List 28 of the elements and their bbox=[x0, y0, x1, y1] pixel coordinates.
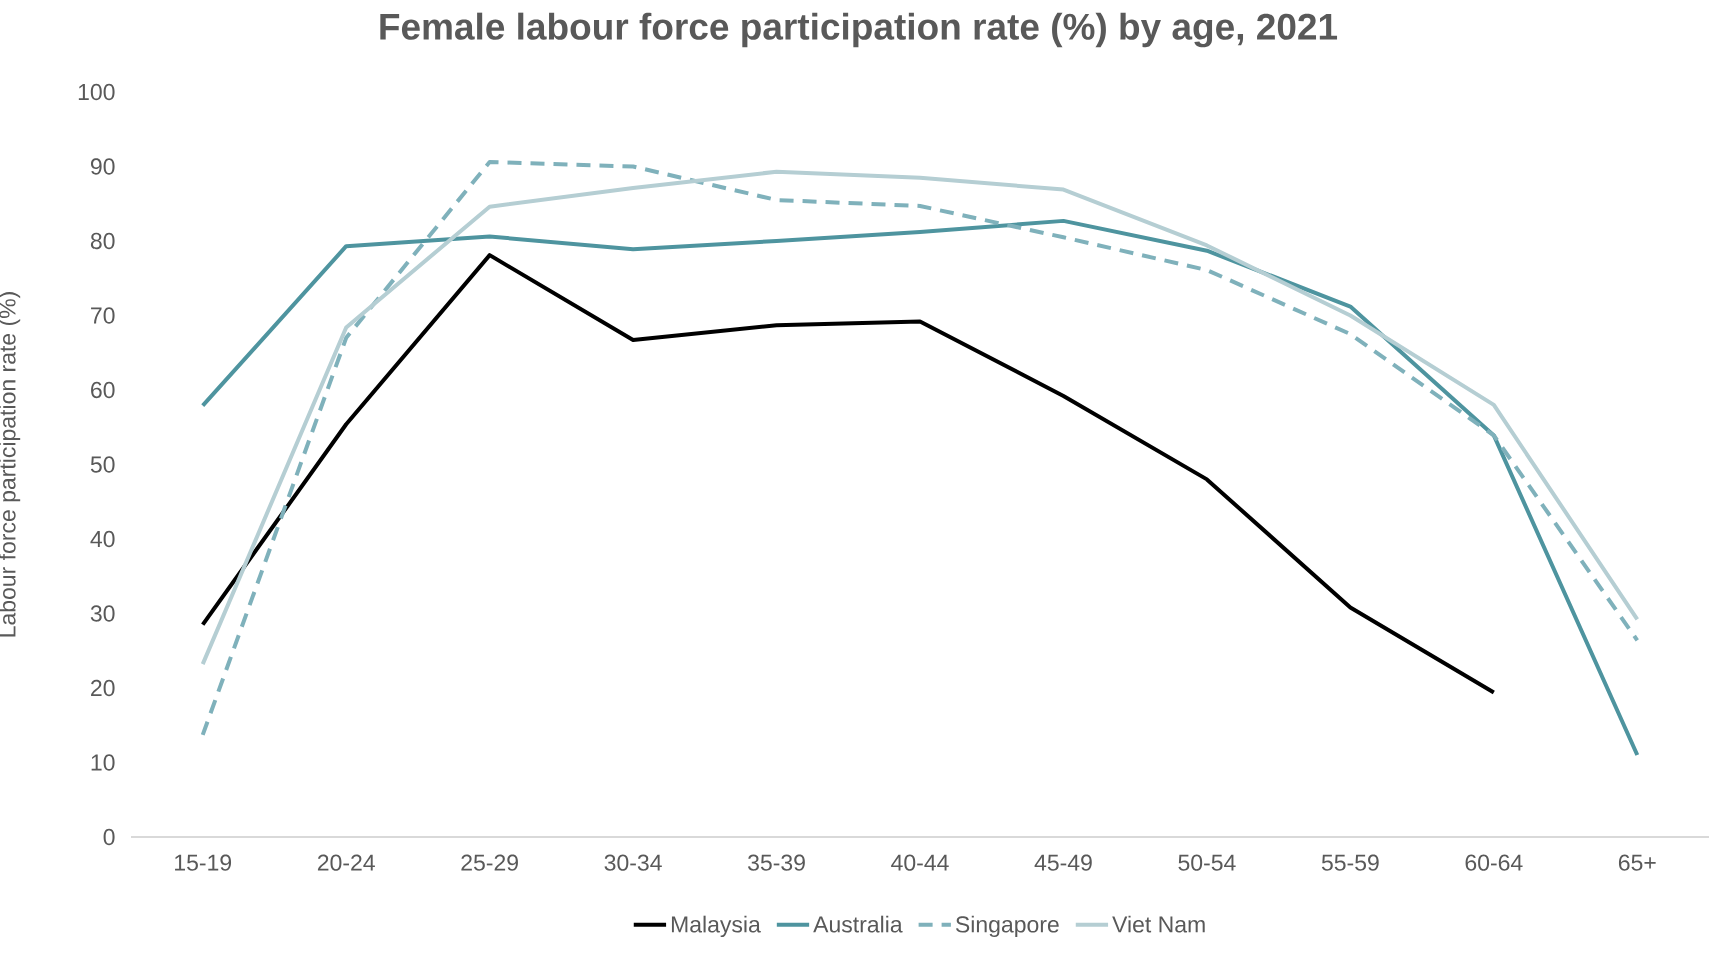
x-tick-label: 40-44 bbox=[891, 854, 949, 871]
y-tick-label: 50 bbox=[90, 456, 115, 473]
y-tick-label: 100 bbox=[78, 83, 115, 101]
y-tick-label: 80 bbox=[90, 232, 115, 250]
y-tick-label: 60 bbox=[91, 381, 115, 399]
x-tick-label: 20-24 bbox=[317, 854, 375, 871]
chart-title: Female labour force participation rate (%) by age, 2021 bbox=[380, 12, 1338, 48]
x-tick-label: 15-19 bbox=[175, 854, 232, 871]
legend-label: Malaysia bbox=[671, 915, 761, 938]
x-tick-label: 60-64 bbox=[1465, 854, 1523, 871]
y-tick-label: 30 bbox=[90, 605, 115, 622]
x-tick-label: 35-39 bbox=[748, 854, 805, 871]
legend-label: Viet Nam bbox=[1112, 915, 1205, 933]
y-tick-label: 20 bbox=[91, 679, 115, 697]
x-tick-label: 55-59 bbox=[1321, 854, 1379, 871]
x-tick-label: 25-29 bbox=[461, 854, 518, 871]
legend-label: Singapore bbox=[955, 915, 1059, 938]
x-tick-label: 45-49 bbox=[1034, 854, 1092, 871]
x-tick-label: 50-54 bbox=[1178, 854, 1236, 871]
y-tick-label: 10 bbox=[91, 754, 115, 771]
x-tick-label: 30-34 bbox=[604, 854, 662, 871]
x-tick-label: 65+ bbox=[1618, 854, 1656, 871]
y-tick-label: 0 bbox=[103, 828, 115, 846]
line-series bbox=[200, 253, 1496, 695]
y-tick-label: 40 bbox=[90, 530, 115, 548]
legend-label: Australia bbox=[813, 915, 903, 933]
y-tick-label: 90 bbox=[90, 158, 115, 175]
y-tick-label: 70 bbox=[91, 307, 115, 324]
